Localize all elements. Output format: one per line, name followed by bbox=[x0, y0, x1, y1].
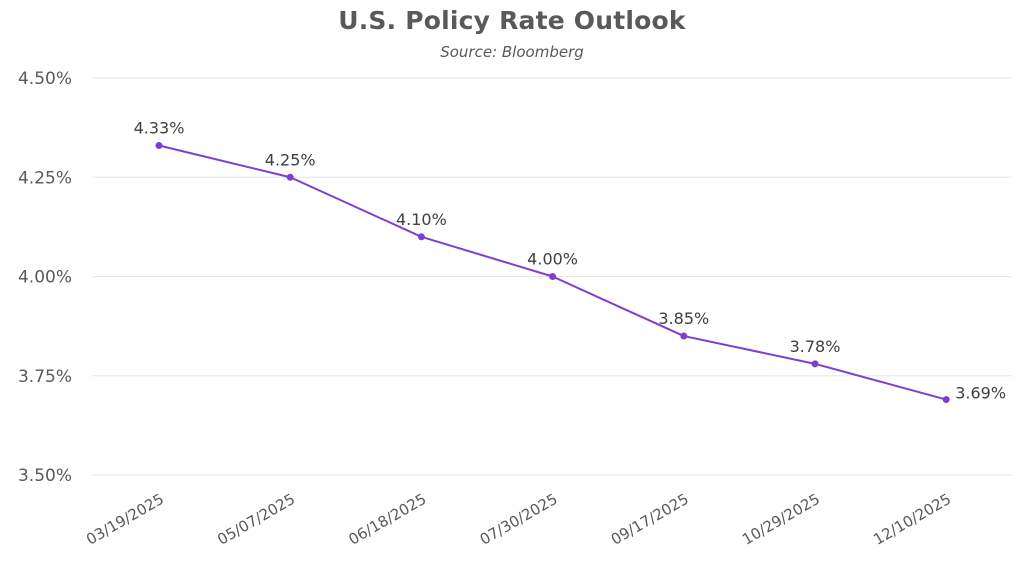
data-label: 3.69% bbox=[955, 384, 1006, 403]
data-points bbox=[155, 141, 950, 404]
x-tick-label: 06/18/2025 bbox=[346, 490, 430, 549]
x-tick-label: 07/30/2025 bbox=[477, 490, 561, 549]
y-axis-tick-labels: 4.50% 4.25% 4.00% 3.75% 3.50% bbox=[18, 69, 72, 486]
x-axis-tick-labels: 03/19/2025 05/07/2025 06/18/2025 07/30/2025… bbox=[83, 490, 954, 549]
y-tick-label: 4.25% bbox=[18, 168, 72, 188]
x-tick-label: 12/10/2025 bbox=[870, 490, 954, 549]
data-point bbox=[549, 273, 557, 280]
data-label: 4.33% bbox=[134, 118, 185, 137]
data-label: 4.00% bbox=[527, 250, 578, 269]
y-tick-label: 4.50% bbox=[18, 69, 72, 89]
y-tick-label: 4.00% bbox=[18, 268, 72, 288]
data-label: 3.78% bbox=[790, 337, 841, 356]
chart-title: U.S. Policy Rate Outlook bbox=[338, 6, 686, 35]
data-point bbox=[680, 332, 688, 340]
series-line-group bbox=[158, 144, 947, 401]
y-tick-label: 3.75% bbox=[18, 367, 72, 387]
data-point bbox=[286, 173, 294, 181]
series-line bbox=[158, 144, 947, 401]
data-point bbox=[942, 396, 950, 404]
chart-subtitle: Source: Bloomberg bbox=[440, 43, 584, 61]
x-tick-label: 03/19/2025 bbox=[83, 490, 167, 549]
data-labels: 4.33% 4.25% 4.10% 4.00% 3.85% 3.78% 3.69% bbox=[134, 118, 1006, 402]
data-point bbox=[811, 360, 819, 368]
y-tick-label: 3.50% bbox=[18, 466, 72, 486]
data-label: 4.25% bbox=[265, 150, 316, 169]
x-tick-label: 10/29/2025 bbox=[739, 490, 823, 549]
data-point bbox=[155, 141, 163, 149]
x-tick-label: 09/17/2025 bbox=[608, 490, 692, 549]
x-tick-label: 05/07/2025 bbox=[214, 490, 298, 549]
data-label: 4.10% bbox=[396, 210, 447, 229]
data-point bbox=[417, 233, 425, 241]
data-label: 3.85% bbox=[658, 309, 709, 328]
